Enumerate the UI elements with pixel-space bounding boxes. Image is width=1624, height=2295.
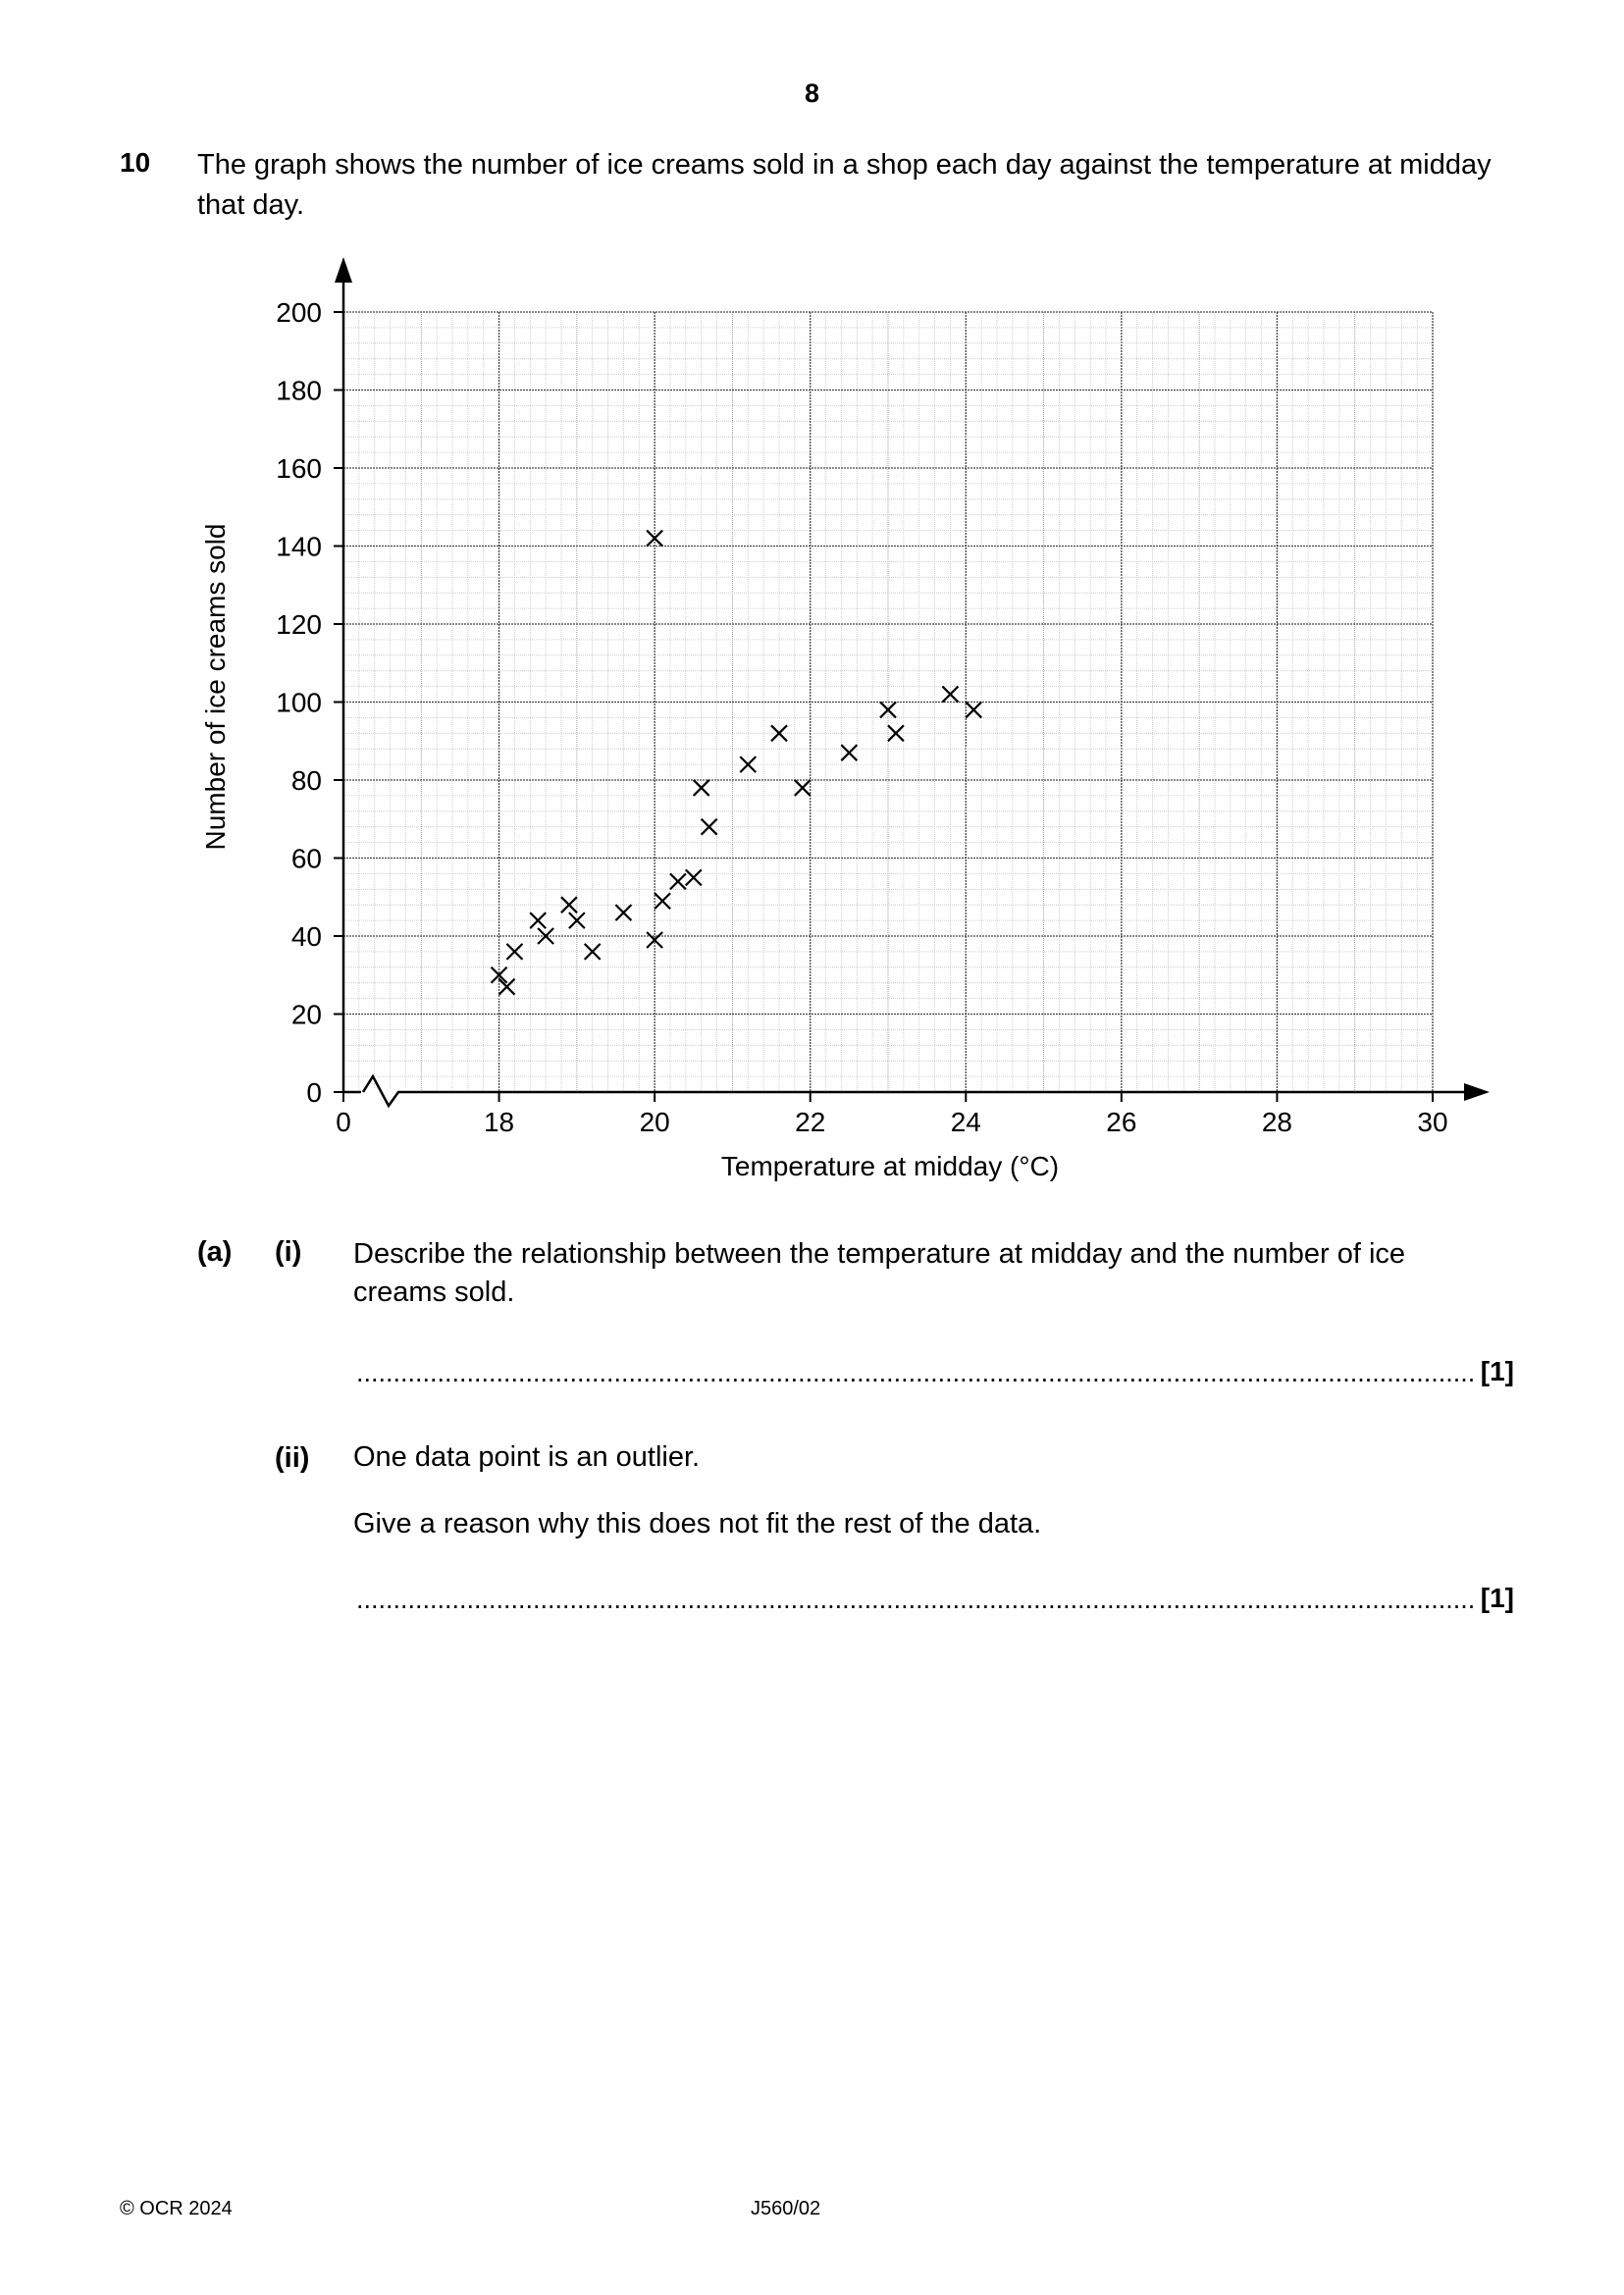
y-axis-label: Number of ice creams sold <box>200 523 231 850</box>
question-text: The graph shows the number of ice creams… <box>197 149 1492 221</box>
x-axis-arrow <box>1464 1083 1490 1101</box>
footer-paper-code: J560/02 <box>751 2198 821 2219</box>
data-point <box>654 892 671 911</box>
axis-break-symbol <box>361 1073 410 1109</box>
x-tick-label: 18 <box>484 1107 514 1137</box>
y-tick-label: 200 <box>276 297 322 328</box>
data-point <box>568 912 586 929</box>
data-point <box>794 779 812 797</box>
x-tick-label: 20 <box>640 1107 670 1137</box>
page-number: 8 <box>804 78 820 108</box>
marks-ii: [1] <box>1474 1585 1514 1614</box>
answer-dots: ........................................… <box>356 1585 1514 1614</box>
data-point <box>646 931 663 949</box>
x-tick-label: 30 <box>1417 1107 1447 1137</box>
data-point <box>965 701 982 719</box>
marks-i: [1] <box>1474 1358 1514 1387</box>
data-point <box>505 943 524 961</box>
y-tick-label: 20 <box>291 1000 322 1030</box>
data-point <box>646 529 663 548</box>
x-tick-label: 22 <box>795 1107 825 1137</box>
y-tick-label: 100 <box>276 688 322 718</box>
data-point <box>685 868 703 887</box>
part-ii-label: (ii) <box>275 1442 310 1474</box>
data-point <box>887 724 905 743</box>
data-point <box>529 912 547 929</box>
part-i-label: (i) <box>275 1236 302 1268</box>
y-tick-label: 140 <box>276 532 322 562</box>
data-point <box>879 701 897 719</box>
x-axis-label: Temperature at midday (°C) <box>721 1151 1059 1181</box>
y-tick-label: 40 <box>291 921 322 952</box>
answer-line-i[interactable]: ........................................… <box>356 1358 1514 1388</box>
data-point <box>941 685 960 704</box>
part-i-text: Describe the relationship between the te… <box>353 1238 1406 1308</box>
data-point <box>614 904 633 921</box>
data-point <box>770 724 788 743</box>
chart-axes <box>334 257 1490 1109</box>
answer-dots: ........................................… <box>356 1358 1514 1387</box>
y-tick-label: 120 <box>276 609 322 640</box>
y-tick-label: 180 <box>276 376 322 406</box>
data-point <box>700 817 718 836</box>
scatter-chart: 0 20 40 60 80 100 120 140 160 180 200 0 18 20 22 24 26 28… <box>200 257 1490 1181</box>
footer-copyright: © OCR 2024 <box>120 2198 233 2219</box>
part-a-label: (a) <box>197 1236 233 1268</box>
chart-points <box>490 529 982 996</box>
question-number: 10 <box>120 147 151 178</box>
data-point <box>692 779 710 797</box>
part-ii-text: One data point is an outlier. <box>353 1441 701 1473</box>
y-tick-label: 80 <box>291 765 322 796</box>
data-point <box>739 756 758 773</box>
data-point <box>669 872 687 891</box>
y-axis-arrow <box>335 257 352 283</box>
chart-grid <box>342 311 1434 1093</box>
x-tick-label: 28 <box>1262 1107 1292 1137</box>
x-tick-label: 24 <box>951 1107 981 1137</box>
data-point <box>840 744 859 761</box>
y-tick-label: 60 <box>291 844 322 874</box>
x-tick-label: 26 <box>1106 1107 1136 1137</box>
data-point <box>583 943 602 961</box>
data-point <box>498 977 516 996</box>
x-tick-label: 0 <box>336 1107 351 1137</box>
data-point <box>490 965 508 984</box>
part-ii-prompt: Give a reason why this does not fit the … <box>353 1508 1042 1539</box>
chart-tick-labels: 0 20 40 60 80 100 120 140 160 180 200 0 18 20 22 24 26 28… <box>276 297 1447 1137</box>
data-point <box>537 927 554 945</box>
answer-line-ii[interactable]: ........................................… <box>356 1585 1514 1615</box>
axis-break-mask <box>361 1088 410 1096</box>
y-tick-label: 0 <box>306 1077 322 1108</box>
y-tick-label: 160 <box>276 453 322 484</box>
data-point <box>560 896 578 913</box>
